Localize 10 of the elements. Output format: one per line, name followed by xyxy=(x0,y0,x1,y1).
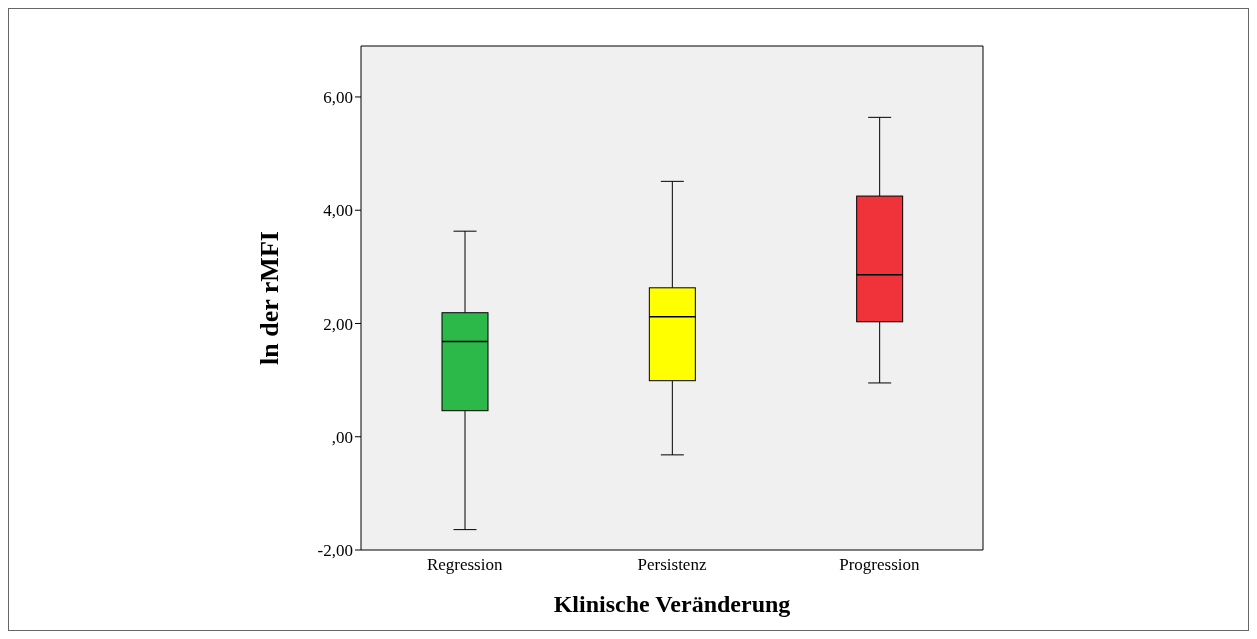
y-tick-label: -2,00 xyxy=(317,541,353,561)
x-tick-label: Progression xyxy=(839,555,920,575)
y-tick-label: 6,00 xyxy=(323,88,353,107)
x-axis-title: Klinische Veränderung xyxy=(553,591,791,617)
y-axis-title: ln der rMFI xyxy=(255,231,285,365)
y-tick-label: 4,00 xyxy=(323,201,353,221)
x-tick-label: Persistenz xyxy=(637,555,707,575)
x-tick-label: Regression xyxy=(426,555,503,575)
y-tick-label: 2,00 xyxy=(323,314,353,334)
y-tick-label: ,00 xyxy=(331,427,353,447)
